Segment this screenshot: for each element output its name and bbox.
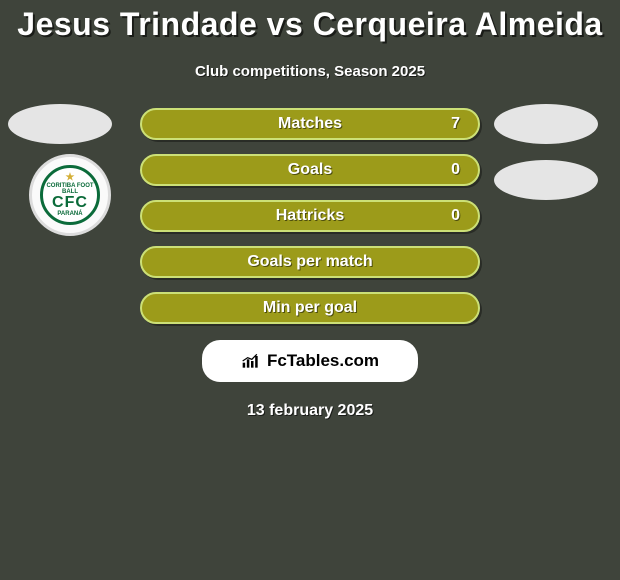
- stat-label: Min per goal: [263, 299, 357, 317]
- star-icon: ★: [66, 173, 75, 183]
- club-crest-inner: ★ CORITIBA FOOT BALL CFC PARANÁ: [40, 165, 100, 225]
- stat-bar-hattricks: Hattricks 0: [140, 200, 480, 232]
- stats-block: Matches 7 Goals 0 Hattricks 0 Goals per …: [0, 108, 620, 326]
- stat-bar-min-per-goal: Min per goal: [140, 292, 480, 324]
- stat-row: Min per goal: [0, 292, 620, 326]
- stat-bar-goals: Goals 0: [140, 154, 480, 186]
- stat-bar-goals-per-match: Goals per match: [140, 246, 480, 278]
- avatar-placeholder: [8, 104, 112, 144]
- stat-bar-matches: Matches 7: [140, 108, 480, 140]
- stat-label: Hattricks: [276, 207, 344, 225]
- generation-date: 13 february 2025: [0, 402, 620, 420]
- stat-label: Goals: [288, 161, 332, 179]
- stat-label: Matches: [278, 115, 342, 133]
- avatar-placeholder: [494, 104, 598, 144]
- site-logo: FcTables.com: [202, 340, 418, 382]
- stat-row: Matches 7: [0, 108, 620, 142]
- crest-text: CFC: [52, 195, 88, 211]
- logo-text: FcTables.com: [267, 351, 379, 371]
- stat-row: Goals per match: [0, 246, 620, 280]
- bar-chart-icon: [241, 352, 261, 370]
- stat-label: Goals per match: [247, 253, 372, 271]
- right-player-avatar: [494, 104, 600, 144]
- right-player-avatar: [494, 160, 600, 200]
- stat-value-right: 7: [451, 115, 460, 133]
- club-crest: ★ CORITIBA FOOT BALL CFC PARANÁ: [29, 154, 111, 236]
- page-title: Jesus Trindade vs Cerqueira Almeida: [0, 0, 620, 43]
- stat-value-right: 0: [451, 207, 460, 225]
- left-player-avatar: [8, 104, 114, 144]
- subtitle: Club competitions, Season 2025: [0, 63, 620, 80]
- stat-value-right: 0: [451, 161, 460, 179]
- avatar-placeholder: [494, 160, 598, 200]
